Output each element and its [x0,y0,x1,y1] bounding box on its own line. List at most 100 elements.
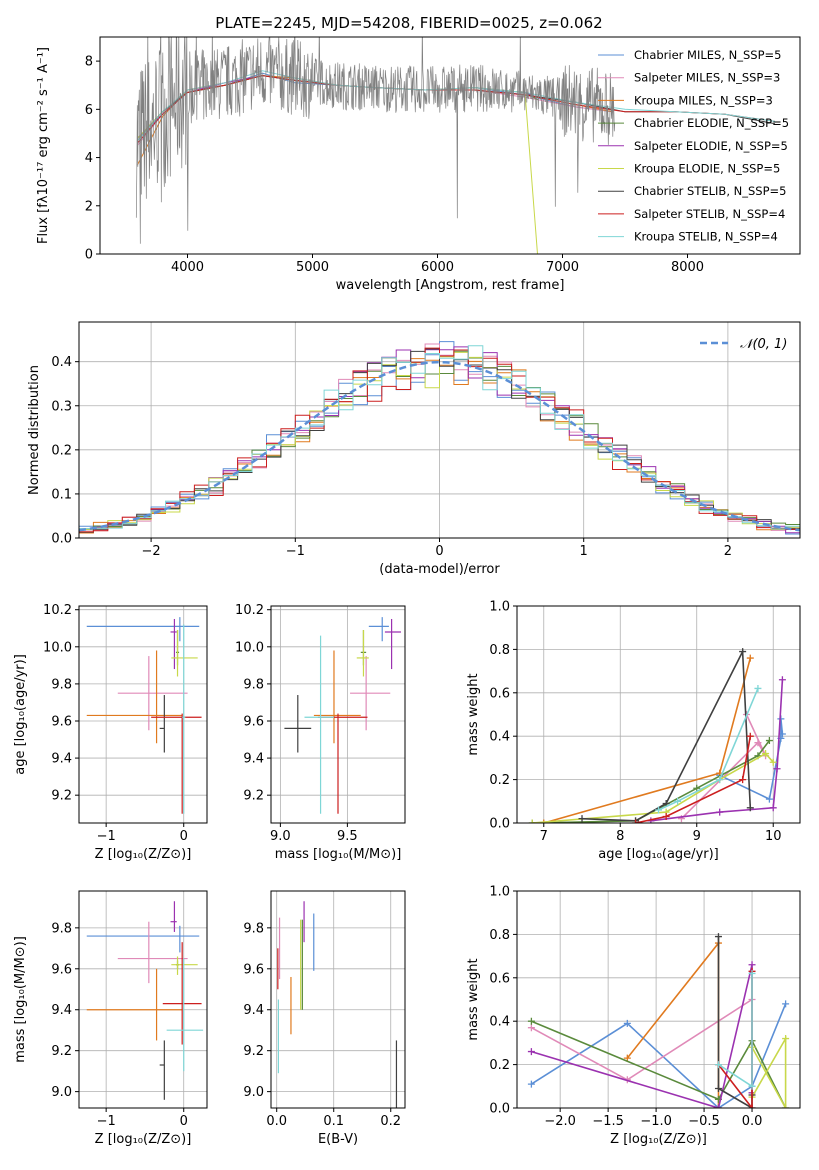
y-tick-label: 0.0 [489,1102,510,1117]
y-axis-label: mass weight [466,958,481,1040]
plot-frame [270,605,406,824]
x-axis-label: Z [log₁₀(Z/Z⊙)] [95,847,192,862]
histogram-step [79,345,800,530]
y-tick-label: 2 [85,199,93,214]
weight-point [782,1000,790,1008]
weight-point [762,750,770,758]
weight-point [714,1084,722,1092]
legend-label: Chabrier STELIB, N_SSP=5 [634,184,786,198]
weight-line [531,1020,787,1108]
x-axis-label: Z [log₁₀(Z/Z⊙)] [95,1132,192,1147]
weight-line [751,1035,787,1108]
y-tick-label: 0.4 [489,730,510,745]
y-tick-label: 0.0 [489,817,510,832]
y-tick-label: 9.2 [51,789,72,804]
weight-point [527,1048,535,1056]
y-tick-label: 9.6 [51,714,72,729]
mass_vs_Z-panel: −1 0 9.0 9.2 9.4 9.6 9.8 Z [log₁₀(Z/Z⊙)] mass [l… [13,890,208,1147]
weight-point [716,808,724,816]
errorbars [284,617,401,814]
observed-spectrum-line [135,37,616,244]
weight-point [748,969,756,977]
residual-legend: 𝒩(0, 1) [700,337,787,352]
plot-frame [78,890,208,1109]
weight-point [769,804,777,812]
y-axis-label: mass [log₁₀(M/M⊙)] [13,936,28,1063]
legend-label: Salpeter ELODIE, N_SSP=5 [634,139,788,153]
x-tick-label: 0 [180,829,188,844]
weight-point [739,776,747,784]
legend-label: Chabrier ELODIE, N_SSP=5 [634,116,789,130]
weight-point [778,676,786,684]
x-tick-label: 2 [724,544,732,559]
y-tick-label: 0.4 [51,355,72,370]
weight-point [778,730,786,738]
legend-label: Kroupa MILES, N_SSP=3 [634,93,773,107]
y-tick-label: 9.6 [51,962,72,977]
x-tick-label: −0.5 [688,1114,720,1129]
weight-point [662,812,670,820]
legend-label: Salpeter STELIB, N_SSP=4 [634,207,785,221]
chart-title: PLATE=2245, MJD=54208, FIBERID=0025, z=0… [215,14,602,32]
weight-point [748,1082,756,1090]
x-tick-label: 7000 [546,260,579,275]
y-tick-label: 9.2 [243,1044,264,1059]
y-tick-label: 9.8 [243,677,264,692]
y-axis-label: mass weight [466,673,481,755]
mass_vs_EBV-panel: 0.0 0.1 0.2 9.0 9.2 9.4 9.6 9.8 E(B-V) [243,890,406,1147]
x-tick-label: 0 [435,544,443,559]
weight-point [714,1104,722,1108]
x-tick-label: −2 [142,544,161,559]
mass_weight_vs_age-panel: 7 8 9 10 0.0 0.2 0.4 0.6 0.8 1.0 age [log₁₀(age/yr… [466,600,801,862]
y-tick-label: 9.4 [51,1003,72,1018]
x-tick-label: −2.0 [544,1114,576,1129]
weight-point [578,815,586,823]
y-tick-label: 9.6 [243,962,264,977]
weight-point [765,737,773,745]
x-axis-label: (data-model)/error [379,562,500,577]
legend-label: Kroupa STELIB, N_SSP=4 [634,230,778,244]
weight-line [543,657,752,823]
weight-point [528,819,536,823]
weight-point [746,804,754,812]
y-tick-label: 4 [85,151,93,166]
x-axis-label: mass [log₁₀(M/M⊙)] [275,847,402,862]
y-tick-label: 9.0 [243,1085,264,1100]
x-tick-label: −1.0 [640,1114,672,1129]
y-tick-label: 0.6 [489,971,510,986]
plot-frame [516,605,801,824]
weight-point [739,648,747,656]
x-tick-label: 0.0 [742,1114,763,1129]
x-tick-label: 9.0 [270,829,291,844]
weight-point [540,819,548,823]
x-tick-label: 6000 [421,260,454,275]
weight-point [714,933,722,941]
y-tick-label: 0.6 [489,686,510,701]
x-tick-label: 0.2 [380,1114,401,1129]
histogram-step [79,351,800,531]
y-tick-label: 1.0 [489,600,510,615]
y-tick-label: 0.2 [489,773,510,788]
y-tick-label: 9.4 [51,752,72,767]
age_vs_mass-panel: 9.0 9.5 9.2 9.4 9.6 9.8 10.0 10.2 mass [log₁₀(M/… [235,603,406,862]
plot-frame [78,605,208,824]
weight-line [658,688,759,811]
x-tick-label: 8 [616,829,624,844]
weight-point [655,806,662,814]
x-tick-label: −1.5 [592,1114,624,1129]
weight-point [623,1019,631,1027]
plot-frame [516,890,801,1109]
y-axis-label: age [log₁₀(age/yr)] [13,654,28,775]
y-tick-label: 0.1 [51,487,72,502]
weight-point [754,684,762,692]
y-tick-label: 10.0 [235,640,264,655]
legend-label: Salpeter MILES, N_SSP=3 [634,71,780,85]
weight-line [530,1003,787,1108]
x-tick-label: 10 [765,829,782,844]
y-tick-label: 9.2 [243,789,264,804]
x-tick-label: 0.1 [323,1114,344,1129]
weight-point [527,1017,535,1025]
x-tick-label: 4000 [171,260,204,275]
y-tick-label: 0.3 [51,399,72,414]
age_vs_Z-panel: −1 0 9.2 9.4 9.6 9.8 10.0 10.2 Z [log₁₀(Z/Z⊙)] ag… [13,603,208,862]
